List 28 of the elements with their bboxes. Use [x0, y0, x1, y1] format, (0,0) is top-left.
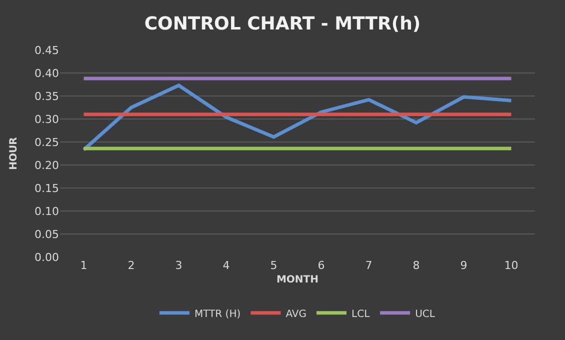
- legend-label: UCL: [415, 308, 436, 320]
- x-tick-label: 4: [222, 259, 230, 272]
- legend-label: LCL: [352, 308, 370, 320]
- chart-title: CONTROL CHART - MTTR(h): [144, 14, 421, 35]
- x-tick-label: 3: [175, 259, 182, 272]
- y-tick-label: 0.05: [34, 228, 59, 241]
- x-tick-label: 10: [504, 259, 518, 272]
- x-tick-label: 8: [412, 259, 420, 272]
- y-tick-label: 0.20: [34, 158, 59, 172]
- y-tick-label: 0.25: [34, 136, 59, 149]
- y-tick-label: 0.45: [34, 44, 59, 57]
- x-tick-label: 5: [270, 259, 278, 272]
- x-tick-label: 7: [365, 259, 372, 272]
- y-tick-label: 0.00: [34, 250, 59, 264]
- legend-label: AVG: [286, 308, 307, 320]
- x-axis-title: MONTH: [276, 274, 319, 286]
- y-tick-label: 0.15: [34, 182, 59, 195]
- x-tick-label: 9: [460, 259, 468, 272]
- x-tick-label: 2: [128, 259, 135, 272]
- y-tick-label: 0.30: [34, 112, 59, 126]
- x-tick-label: 6: [318, 259, 325, 272]
- y-tick-label: 0.35: [34, 90, 59, 103]
- x-tick-label: 1: [80, 259, 88, 272]
- y-tick-label: 0.40: [34, 66, 59, 80]
- line-series: [82, 84, 513, 152]
- y-tick-label: 0.10: [34, 204, 59, 218]
- legend-label: MTTR (H): [194, 308, 241, 320]
- y-axis-title: HOUR: [8, 136, 20, 170]
